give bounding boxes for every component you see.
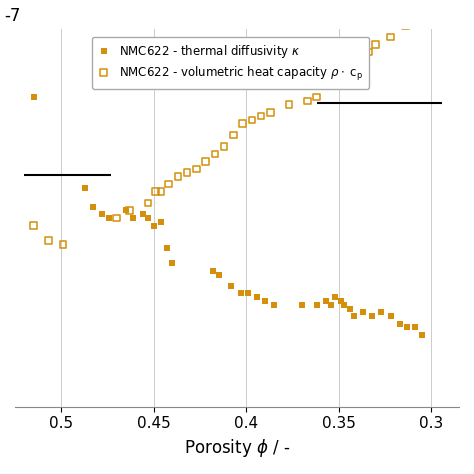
Legend: NMC622 - thermal diffusivity $\kappa$, NMC622 - volumetric heat capacity $\rho \: NMC622 - thermal diffusivity $\kappa$, N… [92,37,369,89]
NMC622 - volumetric heat capacity $\rho \cdot$ c$_{\mathrm{p}}$ [257,112,265,120]
NMC622 - thermal diffusivity $\kappa$ [157,218,165,226]
NMC622 - volumetric heat capacity $\rho \cdot$ c$_{\mathrm{p}}$ [157,188,165,195]
NMC622 - volumetric heat capacity $\rho \cdot$ c$_{\mathrm{p}}$ [152,188,159,195]
NMC622 - volumetric heat capacity $\rho \cdot$ c$_{\mathrm{p}}$ [220,143,228,150]
NMC622 - volumetric heat capacity $\rho \cdot$ c$_{\mathrm{p}}$ [165,180,173,188]
NMC622 - volumetric heat capacity $\rho \cdot$ c$_{\mathrm{p}}$ [59,241,67,248]
NMC622 - thermal diffusivity $\kappa$ [313,301,320,309]
NMC622 - thermal diffusivity $\kappa$ [228,282,235,290]
NMC622 - thermal diffusivity $\kappa$ [139,210,146,218]
NMC622 - volumetric heat capacity $\rho \cdot$ c$_{\mathrm{p}}$ [126,207,134,214]
NMC622 - thermal diffusivity $\kappa$ [418,331,426,339]
NMC622 - thermal diffusivity $\kappa$ [98,210,106,218]
NMC622 - volumetric heat capacity $\rho \cdot$ c$_{\mathrm{p}}$ [229,131,237,139]
NMC622 - volumetric heat capacity $\rho \cdot$ c$_{\mathrm{p}}$ [211,150,219,157]
NMC622 - volumetric heat capacity $\rho \cdot$ c$_{\mathrm{p}}$ [401,22,409,29]
NMC622 - volumetric heat capacity $\rho \cdot$ c$_{\mathrm{p}}$ [30,222,37,229]
NMC622 - thermal diffusivity $\kappa$ [396,320,403,328]
NMC622 - thermal diffusivity $\kappa$ [145,214,152,222]
NMC622 - thermal diffusivity $\kappa$ [411,324,419,331]
NMC622 - thermal diffusivity $\kappa$ [350,312,357,320]
NMC622 - thermal diffusivity $\kappa$ [331,293,339,301]
NMC622 - volumetric heat capacity $\rho \cdot$ c$_{\mathrm{p}}$ [303,97,311,105]
NMC622 - thermal diffusivity $\kappa$ [328,301,335,309]
NMC622 - thermal diffusivity $\kappa$ [89,203,97,210]
NMC622 - volumetric heat capacity $\rho \cdot$ c$_{\mathrm{p}}$ [113,214,120,222]
NMC622 - thermal diffusivity $\kappa$ [346,305,354,312]
Text: -7: -7 [5,7,21,25]
NMC622 - thermal diffusivity $\kappa$ [261,297,269,305]
NMC622 - volumetric heat capacity $\rho \cdot$ c$_{\mathrm{p}}$ [340,63,348,71]
NMC622 - volumetric heat capacity $\rho \cdot$ c$_{\mathrm{p}}$ [322,82,329,90]
NMC622 - volumetric heat capacity $\rho \cdot$ c$_{\mathrm{p}}$ [174,173,182,180]
NMC622 - volumetric heat capacity $\rho \cdot$ c$_{\mathrm{p}}$ [248,116,255,124]
NMC622 - thermal diffusivity $\kappa$ [129,214,137,222]
NMC622 - volumetric heat capacity $\rho \cdot$ c$_{\mathrm{p}}$ [183,169,191,176]
NMC622 - thermal diffusivity $\kappa$ [340,301,348,309]
NMC622 - volumetric heat capacity $\rho \cdot$ c$_{\mathrm{p}}$ [45,237,52,245]
NMC622 - volumetric heat capacity $\rho \cdot$ c$_{\mathrm{p}}$ [350,55,357,63]
NMC622 - thermal diffusivity $\kappa$ [322,297,329,305]
NMC622 - thermal diffusivity $\kappa$ [359,309,366,316]
NMC622 - thermal diffusivity $\kappa$ [30,93,37,101]
NMC622 - thermal diffusivity $\kappa$ [244,290,252,297]
NMC622 - thermal diffusivity $\kappa$ [298,301,306,309]
NMC622 - volumetric heat capacity $\rho \cdot$ c$_{\mathrm{p}}$ [365,48,372,55]
NMC622 - volumetric heat capacity $\rho \cdot$ c$_{\mathrm{p}}$ [202,157,210,165]
NMC622 - volumetric heat capacity $\rho \cdot$ c$_{\mathrm{p}}$ [145,199,152,207]
NMC622 - volumetric heat capacity $\rho \cdot$ c$_{\mathrm{p}}$ [192,165,200,173]
NMC622 - thermal diffusivity $\kappa$ [215,271,222,278]
NMC622 - thermal diffusivity $\kappa$ [254,293,261,301]
NMC622 - thermal diffusivity $\kappa$ [106,214,113,222]
NMC622 - volumetric heat capacity $\rho \cdot$ c$_{\mathrm{p}}$ [335,71,343,78]
NMC622 - thermal diffusivity $\kappa$ [209,267,217,274]
NMC622 - volumetric heat capacity $\rho \cdot$ c$_{\mathrm{p}}$ [409,14,417,22]
NMC622 - volumetric heat capacity $\rho \cdot$ c$_{\mathrm{p}}$ [372,41,380,48]
NMC622 - volumetric heat capacity $\rho \cdot$ c$_{\mathrm{p}}$ [313,93,320,101]
NMC622 - thermal diffusivity $\kappa$ [82,184,89,191]
NMC622 - thermal diffusivity $\kappa$ [368,312,376,320]
NMC622 - volumetric heat capacity $\rho \cdot$ c$_{\mathrm{p}}$ [414,10,422,18]
NMC622 - volumetric heat capacity $\rho \cdot$ c$_{\mathrm{p}}$ [239,120,246,128]
NMC622 - thermal diffusivity $\kappa$ [150,222,157,229]
NMC622 - thermal diffusivity $\kappa$ [337,297,345,305]
NMC622 - volumetric heat capacity $\rho \cdot$ c$_{\mathrm{p}}$ [285,101,292,109]
NMC622 - thermal diffusivity $\kappa$ [122,207,130,214]
NMC622 - thermal diffusivity $\kappa$ [377,309,385,316]
NMC622 - thermal diffusivity $\kappa$ [270,301,278,309]
NMC622 - thermal diffusivity $\kappa$ [403,324,411,331]
NMC622 - thermal diffusivity $\kappa$ [387,312,394,320]
NMC622 - thermal diffusivity $\kappa$ [168,259,176,267]
NMC622 - thermal diffusivity $\kappa$ [237,290,245,297]
NMC622 - volumetric heat capacity $\rho \cdot$ c$_{\mathrm{p}}$ [387,33,394,41]
X-axis label: Porosity $\phi$ / -: Porosity $\phi$ / - [184,437,290,459]
NMC622 - volumetric heat capacity $\rho \cdot$ c$_{\mathrm{p}}$ [266,109,274,116]
NMC622 - thermal diffusivity $\kappa$ [163,245,171,252]
